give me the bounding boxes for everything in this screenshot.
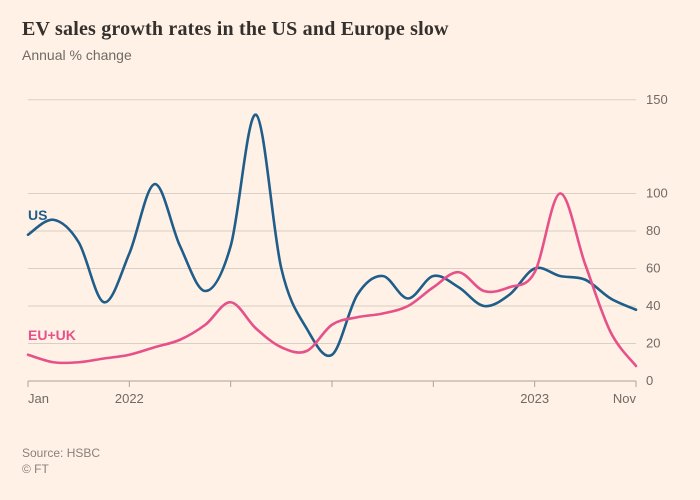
svg-text:2023: 2023 — [520, 391, 549, 406]
svg-text:60: 60 — [646, 261, 660, 276]
svg-text:150: 150 — [646, 92, 668, 107]
chart-area: 0 20 40 60 80 100 150 Jan 2022 2023 Nov US EU+UK — [22, 75, 678, 435]
svg-text:40: 40 — [646, 298, 660, 313]
svg-text:80: 80 — [646, 223, 660, 238]
source-line-2: © FT — [22, 461, 678, 477]
chart-subtitle: Annual % change — [22, 47, 678, 63]
source-line-1: Source: HSBC — [22, 445, 678, 461]
svg-text:0: 0 — [646, 373, 653, 388]
svg-text:100: 100 — [646, 186, 668, 201]
svg-text:Jan: Jan — [28, 391, 49, 406]
chart-title: EV sales growth rates in the US and Euro… — [22, 18, 678, 41]
line-chart: 0 20 40 60 80 100 150 Jan 2022 2023 Nov US EU+UK — [22, 75, 678, 435]
series-label-us: US — [28, 207, 47, 223]
series-label-euuk: EU+UK — [28, 327, 76, 343]
svg-text:20: 20 — [646, 336, 660, 351]
chart-source: Source: HSBC © FT — [22, 445, 678, 477]
svg-text:2022: 2022 — [115, 391, 144, 406]
svg-text:Nov: Nov — [613, 391, 637, 406]
